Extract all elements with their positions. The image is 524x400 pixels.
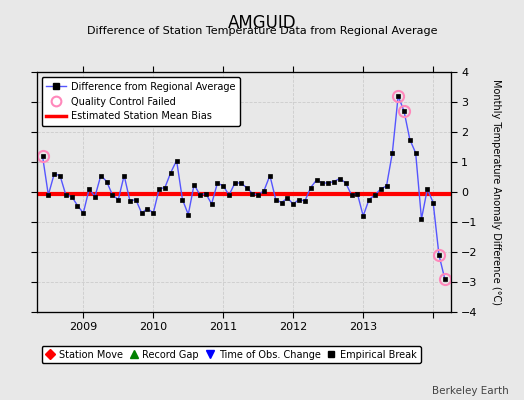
Text: AMGUID: AMGUID [228, 14, 296, 32]
Text: Difference of Station Temperature Data from Regional Average: Difference of Station Temperature Data f… [87, 26, 437, 36]
Y-axis label: Monthly Temperature Anomaly Difference (°C): Monthly Temperature Anomaly Difference (… [492, 79, 501, 305]
Text: Berkeley Earth: Berkeley Earth [432, 386, 508, 396]
Legend: Station Move, Record Gap, Time of Obs. Change, Empirical Break: Station Move, Record Gap, Time of Obs. C… [41, 346, 421, 364]
